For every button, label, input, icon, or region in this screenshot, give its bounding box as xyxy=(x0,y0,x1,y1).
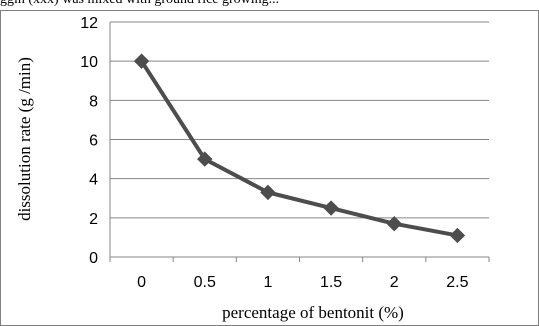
data-point-marker xyxy=(449,227,466,244)
y-tick-label: 2 xyxy=(89,211,98,228)
cropped-top-text: ggin (xxx) was mixed with ground rice gr… xyxy=(0,0,539,10)
y-tick-label: 6 xyxy=(89,133,98,150)
y-tick-label: 10 xyxy=(80,54,98,71)
chart-frame xyxy=(0,10,539,326)
y-tick-label: 0 xyxy=(89,250,98,267)
x-tick-label: 2 xyxy=(390,274,399,291)
x-tick-label: 1.5 xyxy=(320,274,342,291)
y-tick-labels: 0 2 4 6 8 10 12 xyxy=(80,15,98,267)
series-line xyxy=(139,59,460,238)
data-point-marker xyxy=(386,216,402,232)
data-point-marker xyxy=(133,53,150,69)
y-tick-label: 12 xyxy=(80,15,98,32)
x-tick-label: 1 xyxy=(263,274,272,291)
series-group xyxy=(133,53,466,244)
y-axis-title: dissolution rate (g /min) xyxy=(15,57,34,221)
data-point-marker xyxy=(260,184,276,201)
gridlines xyxy=(109,21,490,262)
data-point-marker xyxy=(323,200,339,216)
x-axis-title: percentage of bentonit (%) xyxy=(222,303,404,322)
y-tick-label: 4 xyxy=(89,172,98,189)
x-tick-label: 0 xyxy=(137,274,146,291)
x-tick-label: 0.5 xyxy=(194,274,216,291)
y-tick-label: 8 xyxy=(89,93,98,110)
data-point-marker xyxy=(197,151,213,167)
x-tick-labels: 0 0.5 1 1.5 2 2.5 xyxy=(137,274,469,291)
x-tick-label: 2.5 xyxy=(446,274,468,291)
